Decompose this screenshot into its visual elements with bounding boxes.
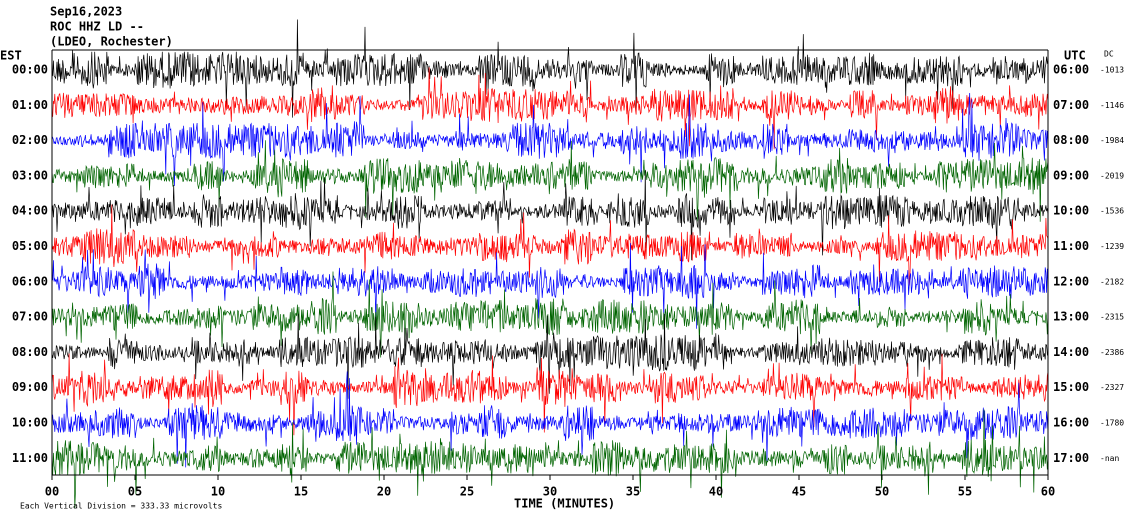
est-label: 03:00 (12, 168, 48, 182)
x-tick-label: 15 (294, 485, 308, 499)
dc-value: -1780 (1100, 419, 1124, 428)
est-label: 10:00 (12, 416, 48, 430)
dc-value: -1984 (1100, 136, 1124, 145)
est-label: 02:00 (12, 133, 48, 147)
dc-value: -2315 (1100, 313, 1124, 322)
traces (52, 19, 1048, 509)
est-label: 11:00 (12, 451, 48, 465)
network: (LDEO, Rochester) (50, 35, 173, 49)
trace (52, 409, 1048, 509)
trace (52, 67, 1048, 150)
trace (52, 353, 1048, 436)
utc-label: 06:00 (1053, 63, 1089, 77)
est-title: EST (0, 49, 22, 63)
utc-label: 11:00 (1053, 239, 1089, 253)
x-tick-label: 25 (460, 485, 474, 499)
footer: Each Vertical Division = 333.33 microvol… (20, 502, 222, 511)
est-label: 08:00 (12, 345, 48, 359)
utc-label: 07:00 (1053, 98, 1089, 112)
dc-value: -2182 (1100, 277, 1124, 286)
date: Sep16,2023 (50, 5, 122, 19)
est-label: 06:00 (12, 274, 48, 288)
x-title: TIME (MINUTES) (514, 497, 615, 511)
dc-value: -2386 (1100, 348, 1124, 357)
trace (52, 271, 1048, 358)
utc-label: 14:00 (1053, 345, 1089, 359)
dc-value: -1013 (1100, 66, 1124, 75)
est-label: 00:00 (12, 63, 48, 77)
est-label: 01:00 (12, 98, 48, 112)
x-tick-label: 00 (45, 485, 59, 499)
utc-label: 17:00 (1053, 451, 1089, 465)
trace (52, 313, 1048, 399)
utc-label: 16:00 (1053, 416, 1089, 430)
dc-value: -1239 (1100, 242, 1124, 251)
est-label: 07:00 (12, 310, 48, 324)
dc-value: -1536 (1100, 207, 1124, 216)
x-tick-label: 35 (626, 485, 640, 499)
utc-label: 12:00 (1053, 274, 1089, 288)
trace (52, 204, 1048, 286)
x-tick-label: 55 (958, 485, 972, 499)
x-tick-label: 30 (543, 485, 557, 499)
x-tick-label: 20 (377, 485, 391, 499)
trace (52, 243, 1048, 329)
dc-title: DC (1104, 50, 1114, 59)
trace (52, 169, 1048, 261)
trace (52, 140, 1048, 222)
x-tick-label: 50 (875, 485, 889, 499)
x-tick-label: 05 (128, 485, 142, 499)
trace (52, 371, 1048, 468)
dc-value: -1146 (1100, 101, 1124, 110)
dc-value: -2019 (1100, 171, 1124, 180)
dc-value: -nan (1100, 454, 1119, 463)
x-tick-label: 40 (709, 485, 723, 499)
utc-label: 13:00 (1053, 310, 1089, 324)
trace (52, 92, 1048, 187)
x-tick-label: 45 (792, 485, 806, 499)
trace (52, 19, 1048, 118)
station: ROC HHZ LD -- (50, 20, 144, 34)
utc-label: 08:00 (1053, 133, 1089, 147)
utc-label: 15:00 (1053, 380, 1089, 394)
dc-value: -2327 (1100, 383, 1124, 392)
x-tick-label: 60 (1041, 485, 1055, 499)
est-label: 05:00 (12, 239, 48, 253)
est-label: 09:00 (12, 380, 48, 394)
utc-label: 10:00 (1053, 204, 1089, 218)
x-tick-label: 10 (211, 485, 225, 499)
utc-label: 09:00 (1053, 168, 1089, 182)
utc-title: UTC (1064, 49, 1086, 63)
est-label: 04:00 (12, 204, 48, 218)
